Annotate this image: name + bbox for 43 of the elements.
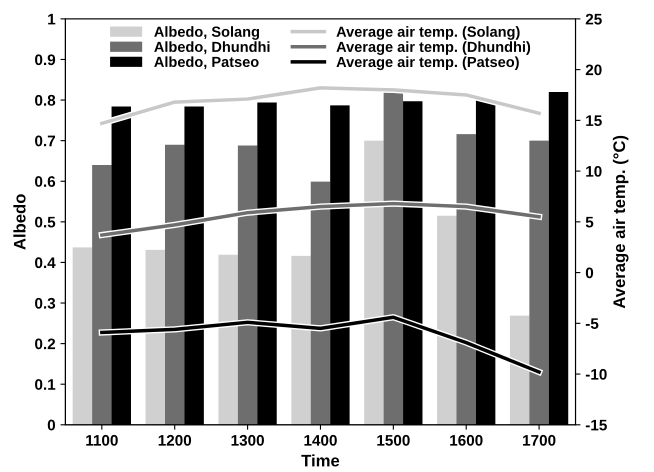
legend-label: Average air temp. (Solang) xyxy=(336,26,520,40)
y-tick-label: 0.6 xyxy=(35,176,56,187)
y-tick-label: 1 xyxy=(48,14,56,24)
y2-tick-label: 5 xyxy=(586,216,594,228)
legend-label: Albedo, Dhundhi xyxy=(154,41,270,54)
y-tick-label: 0.7 xyxy=(35,136,56,146)
legend-label: Average air temp. (Patseo) xyxy=(336,56,519,70)
y2-axis-title: Average air temp. (°C) xyxy=(612,136,628,308)
bar xyxy=(437,216,456,425)
y2-tick-label: 0 xyxy=(586,267,594,278)
y-tick-label: 0 xyxy=(48,420,56,430)
x-tick-label: 1400 xyxy=(304,434,337,446)
y-tick-label: 0.2 xyxy=(35,338,56,350)
x-tick-label: 1600 xyxy=(450,434,483,446)
y-axis-title: Albedo xyxy=(13,194,26,250)
bar xyxy=(72,247,92,425)
y-tick-label: 0.9 xyxy=(35,54,56,66)
y2-tick-label: -5 xyxy=(586,318,598,330)
x-tick-label: 1300 xyxy=(232,434,264,446)
y2-tick-label: 20 xyxy=(586,64,602,76)
x-axis-title: Time xyxy=(301,454,340,467)
legend-label: Average air temp. (Dhundhi) xyxy=(336,41,530,55)
y-tick-label: 0.1 xyxy=(35,379,56,390)
y-tick-label: 0.4 xyxy=(35,257,56,268)
y2-tick-label: -15 xyxy=(586,420,607,430)
y2-tick-label: -10 xyxy=(586,368,607,380)
bar xyxy=(291,256,311,425)
y-tick-label: 0.5 xyxy=(35,216,56,228)
x-tick-label: 1700 xyxy=(523,434,556,446)
y2-tick-label: 25 xyxy=(586,14,602,25)
x-tick-label: 1100 xyxy=(86,434,118,446)
y-tick-label: 0.3 xyxy=(35,298,56,309)
bar xyxy=(364,140,384,425)
bar xyxy=(146,250,165,425)
y-tick-label: 0.8 xyxy=(35,94,56,106)
bar xyxy=(218,254,238,425)
x-tick-label: 1200 xyxy=(158,434,192,446)
y2-tick-label: 10 xyxy=(586,166,602,177)
bar xyxy=(510,316,530,425)
legend-label: Albedo, Solang xyxy=(154,26,259,40)
legend-label: Albedo, Patseo xyxy=(154,56,259,70)
y2-tick-label: 15 xyxy=(586,115,602,126)
x-tick-label: 1500 xyxy=(377,434,410,446)
